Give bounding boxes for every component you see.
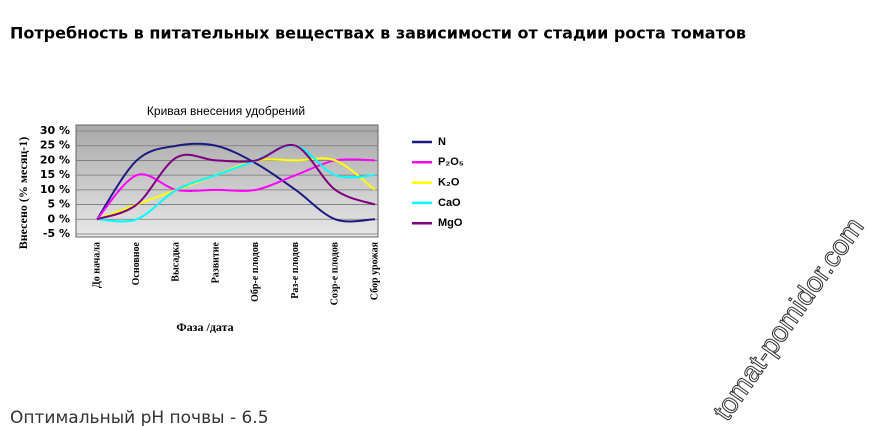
- y-tick-label: 10 %: [40, 183, 70, 196]
- y-tick-label: 20 %: [40, 153, 70, 166]
- page-title: Потребность в питательных веществах в за…: [10, 24, 746, 43]
- series-line: [96, 158, 376, 220]
- legend-label: MgO: [438, 217, 463, 229]
- y-tick-label: 15 %: [40, 168, 70, 181]
- series-line: [96, 142, 376, 223]
- x-tick-label: Раз-е плодов: [290, 241, 301, 298]
- y-axis-title: Внесено (% месяц-1): [16, 137, 30, 249]
- x-tick-label: Основное: [131, 241, 142, 285]
- y-tick-label: 25 %: [40, 139, 70, 152]
- x-axis-title: Фаза /дата: [176, 320, 233, 334]
- watermark: tomat-pomidor.com: [707, 212, 870, 426]
- y-tick-label: -5 %: [43, 227, 70, 240]
- series-line: [96, 143, 376, 221]
- x-tick-label: Обр-е плодов: [250, 241, 261, 302]
- footer-text: Оптимальный pH почвы - 6.5: [10, 408, 269, 426]
- x-tick-label: До начала: [91, 242, 102, 288]
- y-tick-label: 30 %: [40, 124, 70, 137]
- chart-title: Кривая внесения удобрений: [147, 104, 305, 118]
- y-tick-label: 5 %: [47, 198, 70, 211]
- legend-label: P₂O₅: [438, 156, 464, 168]
- x-tick-label: Развитие: [210, 241, 221, 283]
- x-tick-label: Сбор урожая: [369, 241, 380, 300]
- series-line: [96, 144, 376, 223]
- x-tick-label: Созр-е плодов: [330, 241, 341, 305]
- y-tick-label: 0 %: [47, 212, 70, 225]
- legend-label: CaO: [438, 197, 461, 209]
- legend-label: N: [438, 136, 446, 148]
- legend-label: K₂O: [438, 177, 460, 189]
- x-tick-label: Высадка: [171, 242, 182, 282]
